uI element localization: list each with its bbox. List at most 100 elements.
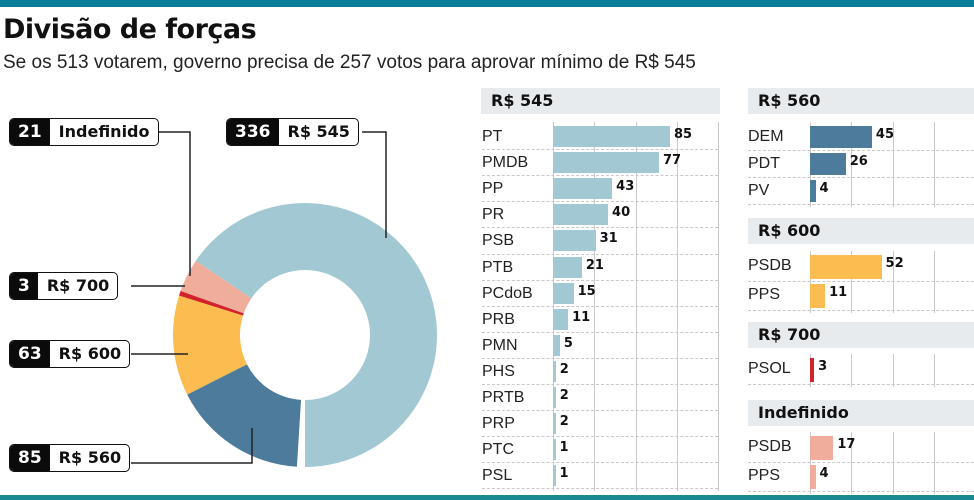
chart-title: Divisão de forças: [3, 14, 257, 45]
row-divider: [482, 384, 718, 385]
panel-title: Indefinido: [748, 400, 974, 426]
bar-category-label: PDT: [748, 155, 780, 172]
bar-r545-psb: [553, 230, 596, 252]
row-divider: [748, 281, 974, 282]
bar-r545-prtb: [553, 387, 556, 409]
bar-value-label: 11: [829, 285, 848, 300]
bar-category-label: PR: [482, 206, 505, 224]
bar-category-label: PCdoB: [482, 284, 533, 302]
bar-category-label: PRTB: [482, 389, 525, 406]
bar-category-label: PSDB: [748, 257, 792, 274]
gridline: [892, 251, 894, 313]
callout-value: 85: [10, 445, 50, 471]
bar-value-label: 40: [612, 205, 631, 221]
row-divider: [482, 201, 718, 203]
gridline: [553, 122, 554, 492]
callout-value: 63: [10, 341, 50, 367]
bar-value-label: 52: [885, 256, 904, 271]
callout-label: Indefinido: [58, 122, 150, 141]
bar-value-label: 4: [819, 466, 829, 481]
callout-label: R$ 700: [46, 276, 110, 295]
row-divider: [748, 310, 974, 311]
bar-value-label: 77: [662, 153, 682, 169]
bar-value-label: 26: [849, 154, 868, 169]
bar-r545-psl: [553, 465, 556, 487]
bar-r600-pps: [810, 284, 826, 308]
bar-category-label: PV: [748, 182, 770, 199]
bar-category-label: PPS: [748, 467, 781, 484]
row-divider: [482, 253, 718, 255]
bar-category-label: PRP: [482, 415, 515, 433]
row-divider: [482, 279, 718, 281]
bar-value-label: 45: [875, 127, 894, 142]
row-divider: [482, 331, 718, 333]
bar-category-label: PTC: [482, 441, 514, 459]
bar-r560-pv: [810, 180, 816, 202]
bar-value-label: 1: [559, 466, 569, 482]
bar-value-label: 4: [819, 181, 829, 196]
row-divider: [482, 357, 718, 359]
row-divider: [482, 436, 718, 438]
bar-r545-prb: [553, 308, 569, 330]
gridline: [851, 251, 853, 313]
bar-indefinido-pps: [810, 465, 816, 489]
gridline: [892, 122, 894, 207]
gridline: [933, 251, 935, 313]
row-divider: [748, 384, 974, 385]
bottom-accent-bar: [0, 495, 974, 500]
bar-category-label: PSB: [482, 232, 515, 250]
bar-r545-phs: [553, 360, 556, 382]
row-divider: [482, 175, 718, 177]
panel-title: R$ 700: [748, 322, 974, 348]
callout-r545: 336 R$ 545: [226, 118, 359, 146]
gridline: [718, 122, 720, 492]
bar-value-label: 15: [577, 283, 596, 299]
callout-label: R$ 560: [58, 448, 122, 467]
row-divider: [482, 227, 718, 229]
row-divider: [748, 177, 974, 178]
bar-category-label: PT: [482, 128, 503, 145]
bar-r545-pr: [553, 204, 609, 226]
bar-value-label: 5: [563, 335, 573, 351]
bar-category-label: PPS: [748, 286, 781, 303]
row-divider: [748, 462, 974, 463]
bar-value-label: 17: [837, 437, 856, 452]
bar-value-label: 85: [673, 127, 693, 142]
bar-category-label: PHS: [482, 362, 515, 380]
gridline: [635, 122, 637, 492]
bar-r545-pmdb: [553, 152, 659, 174]
callout-label: R$ 600: [58, 344, 122, 363]
callout-indefinido: 21 Indefinido: [9, 118, 159, 146]
gridline: [933, 354, 935, 387]
panel-title: R$ 545: [481, 88, 720, 114]
gridline: [810, 251, 811, 313]
row-divider: [748, 150, 974, 151]
bar-r545-pmn: [553, 334, 560, 356]
gridline: [851, 432, 853, 494]
bar-indefinido-psdb: [810, 436, 834, 460]
donut-slice-r700: [179, 290, 244, 316]
callout-value: 336: [227, 119, 279, 145]
gridline: [851, 122, 853, 207]
bar-value-label: 2: [559, 361, 569, 377]
callout-r700: 3 R$ 700: [9, 272, 119, 300]
gridline: [933, 432, 935, 494]
panel-title: R$ 600: [748, 218, 974, 244]
callout-value: 21: [10, 119, 50, 145]
bar-r545-pt: [553, 126, 670, 148]
bar-category-label: PSL: [482, 467, 513, 485]
bar-category-label: PRB: [482, 310, 515, 328]
bar-r600-psdb: [810, 255, 882, 279]
leader-line-indefinido: [153, 131, 191, 276]
callout-r600: 63 R$ 600: [9, 340, 131, 368]
gridline: [676, 122, 678, 492]
gridline: [892, 354, 894, 387]
bar-category-label: PTB: [482, 258, 514, 276]
gridline: [594, 122, 596, 492]
bar-value-label: 31: [599, 231, 618, 247]
gridline: [810, 432, 811, 494]
panel-title: R$ 560: [748, 88, 974, 114]
bar-r560-dem: [810, 126, 872, 148]
donut-slice-r600: [173, 295, 248, 395]
row-divider: [482, 488, 718, 490]
